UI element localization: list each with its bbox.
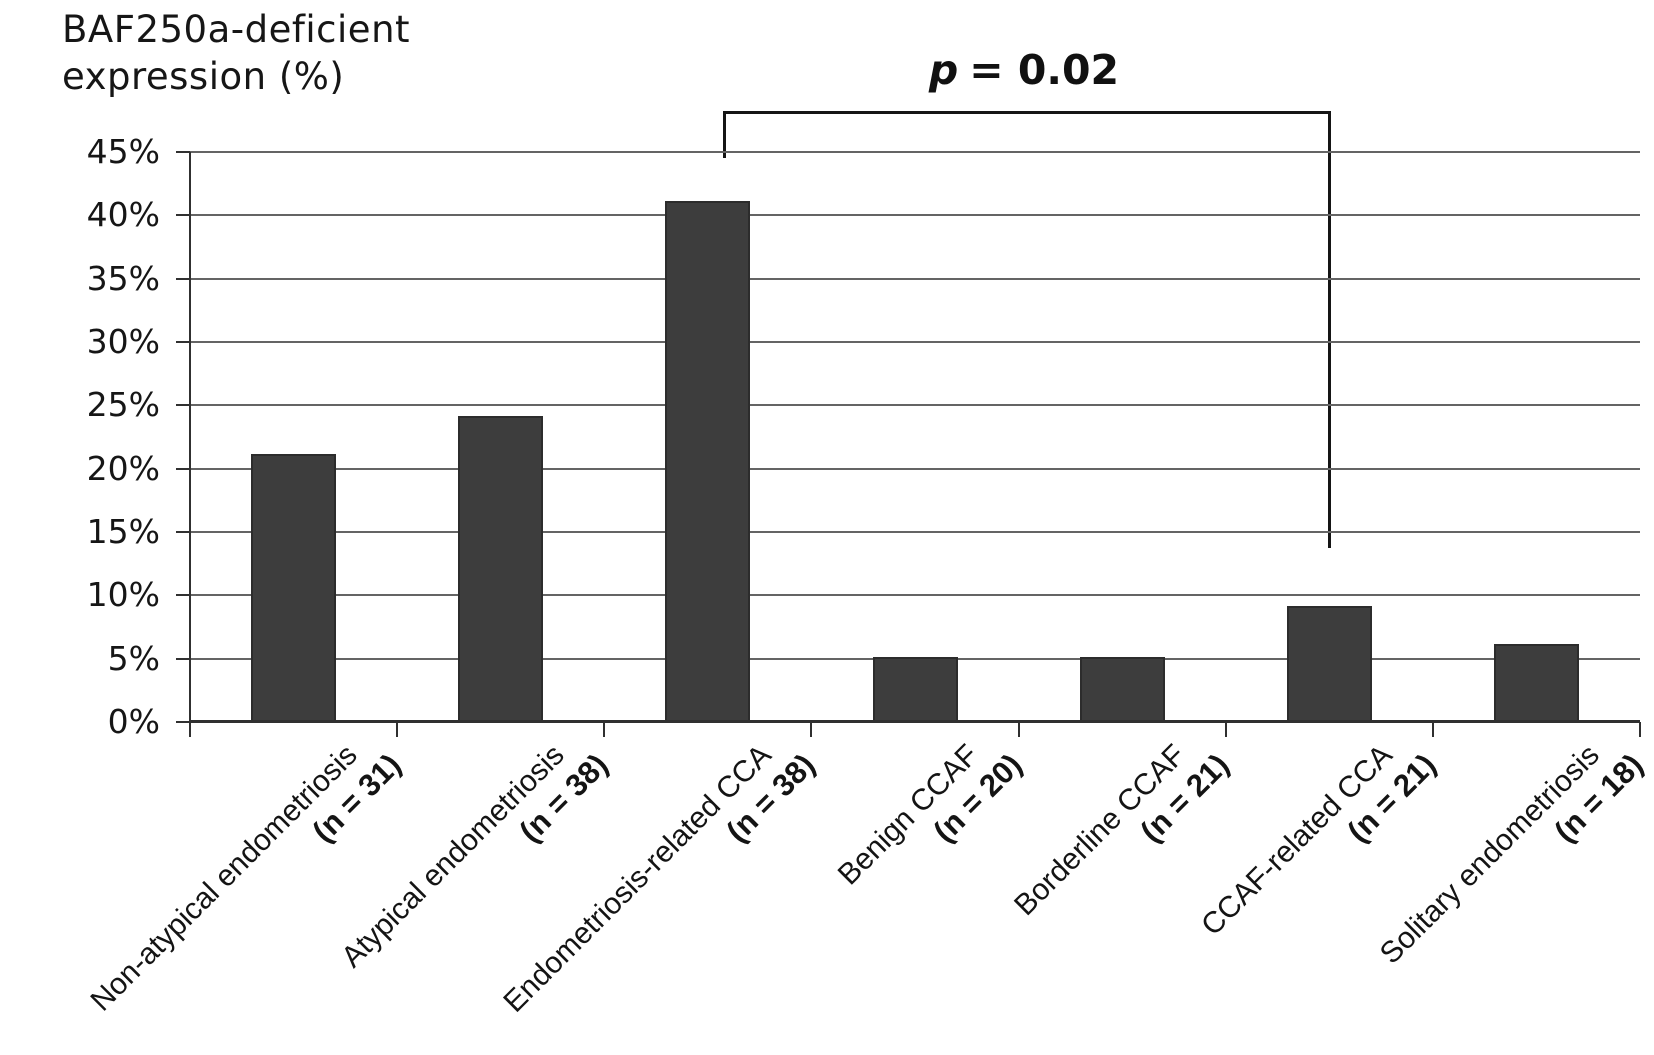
y-axis-tick (176, 657, 190, 660)
y-axis-tick (176, 151, 190, 153)
bar (251, 454, 337, 720)
gridline (190, 594, 1640, 597)
y-axis-label: 35% (86, 258, 160, 298)
y-axis-label: 5% (107, 638, 160, 678)
x-axis-tick (1224, 722, 1227, 737)
gridline (190, 531, 1640, 533)
bracket-left-stub (723, 111, 726, 158)
y-axis-label: 10% (86, 575, 160, 615)
y-axis-tick (176, 404, 190, 407)
gridline (190, 341, 1640, 343)
x-axis-tick (189, 722, 191, 737)
y-axis-label: 45% (86, 132, 160, 171)
x-axis-tick (810, 722, 813, 737)
y-axis-tick (176, 277, 190, 280)
x-axis-tick (1017, 722, 1020, 737)
gridline (190, 404, 1640, 407)
bar (665, 200, 751, 720)
p-value-text: = 0.02 (969, 46, 1120, 94)
y-axis-tick (176, 341, 190, 343)
x-axis-line (190, 720, 1640, 723)
plot-area: 0% 5% 10% 15% 20% 25% 30% 35% 40% 45% Non-atypical… (84, 132, 1650, 1019)
y-axis-label: 20% (86, 448, 160, 488)
y-axis-tick (176, 594, 190, 597)
y-axis-line (189, 152, 191, 737)
gridline (190, 214, 1640, 217)
y-axis-tick (176, 214, 190, 217)
gridline (190, 151, 1640, 153)
y-axis-tick (176, 531, 190, 533)
gridline (190, 467, 1640, 470)
bracket-top-line (723, 111, 1331, 114)
x-axis-tick (1431, 722, 1434, 737)
chart-title-line1: BAF250a-deficient (62, 8, 411, 51)
bar (1286, 606, 1372, 720)
bar (872, 656, 958, 720)
chart-title-line2: expression (%) (62, 55, 345, 98)
bar (458, 416, 544, 720)
chart-title: BAF250a-deficient expression (%) (62, 6, 410, 100)
bracket-right-stub (1328, 111, 1331, 548)
gridline (190, 277, 1640, 280)
p-value-label: p = 0.02 (824, 46, 1224, 94)
x-axis-tick (1639, 722, 1641, 737)
y-axis-label: 40% (86, 195, 160, 235)
y-axis-label: 25% (86, 385, 160, 425)
p-symbol: p (928, 46, 959, 94)
y-axis-tick (176, 467, 190, 470)
bar (1493, 644, 1579, 720)
y-axis-tick (176, 721, 190, 723)
x-axis-tick (396, 722, 399, 737)
y-axis-label: 15% (86, 512, 160, 551)
bar (1079, 656, 1165, 720)
x-axis-tick (603, 722, 606, 737)
y-axis-label: 0% (107, 702, 160, 741)
y-axis-label: 30% (86, 322, 160, 361)
